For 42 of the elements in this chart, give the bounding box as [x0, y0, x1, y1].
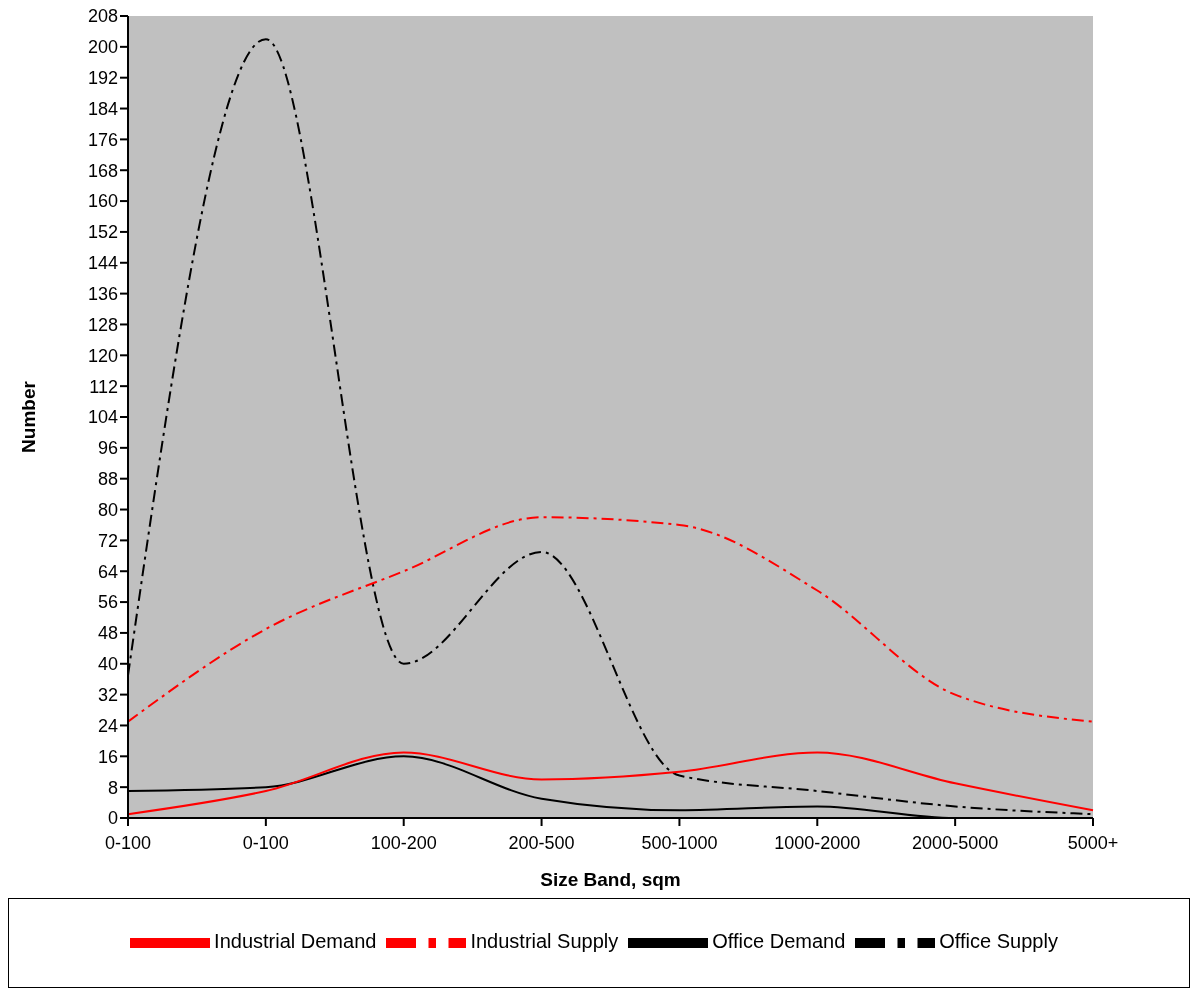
line-series [127, 516, 1094, 723]
y-tick-label: 152 [87, 222, 118, 243]
y-tick-label: 72 [97, 530, 118, 551]
y-tick-label: 160 [87, 191, 118, 212]
y-tick-label: 184 [87, 98, 118, 119]
legend-label: Office Demand [712, 930, 846, 953]
x-tick-label: 500-1000 [641, 832, 718, 853]
legend-label: Industrial Demand [214, 930, 377, 953]
x-tick-label: 200-500 [508, 832, 575, 853]
x-tick-label: 0-100 [104, 832, 152, 853]
y-axis-title: Number [17, 380, 39, 453]
y-tick-label: 64 [97, 561, 118, 582]
y-tick-label: 16 [97, 746, 118, 767]
y-tick-label: 8 [107, 777, 118, 798]
x-tick-label: 100-200 [370, 832, 437, 853]
y-tick-label: 32 [97, 685, 118, 706]
y-tick-label: 144 [87, 253, 118, 274]
y-tick-label: 88 [97, 469, 118, 490]
y-tick-label: 192 [87, 68, 118, 89]
y-tick-label: 40 [97, 654, 118, 675]
y-tick-label: 168 [87, 160, 118, 181]
y-tick-label: 176 [87, 129, 118, 150]
y-tick-label: 80 [97, 499, 118, 520]
y-tick-label: 120 [87, 345, 118, 366]
y-tick-label: 56 [97, 592, 118, 613]
legend-label: Office Supply [939, 930, 1058, 953]
y-tick-label: 104 [87, 407, 118, 428]
y-tick-label: 24 [97, 715, 118, 736]
y-tick-label: 128 [87, 314, 118, 335]
y-tick-label: 208 [87, 6, 118, 27]
x-tick-label: 5000+ [1067, 832, 1119, 853]
y-tick-label: 96 [97, 438, 118, 459]
x-tick-label: 0-100 [242, 832, 289, 853]
y-tick-label: 0 [107, 808, 118, 829]
x-tick-label: 1000-2000 [774, 832, 861, 853]
legend-label: Industrial Supply [470, 930, 619, 953]
y-tick-label: 200 [87, 37, 118, 58]
x-tick-label: 2000-5000 [912, 832, 999, 853]
x-axis-title: Size Band, sqm [540, 869, 681, 890]
y-tick-label: 136 [87, 284, 118, 305]
y-tick-label: 48 [97, 623, 118, 644]
y-tick-label: 112 [89, 376, 118, 397]
